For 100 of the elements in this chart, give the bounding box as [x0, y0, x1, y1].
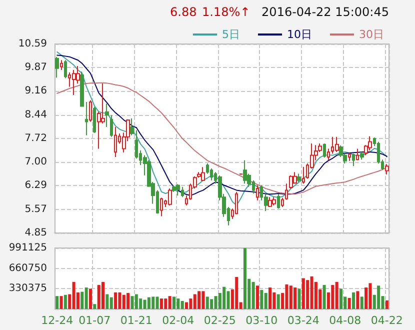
bar [193, 294, 196, 309]
bar [352, 292, 356, 309]
x-tick-label: 01-07 [78, 314, 111, 327]
bar [385, 300, 388, 309]
x-tick-label: 04-22 [370, 314, 403, 327]
bar [210, 299, 214, 309]
bar [88, 288, 92, 309]
bar [364, 287, 368, 309]
bar [243, 248, 246, 309]
bar [134, 294, 138, 309]
y-tick-label: 10.59 [18, 38, 47, 50]
y-tick-label: 9.16 [24, 86, 47, 97]
candlestick [60, 60, 63, 71]
candlestick [110, 114, 113, 138]
bar [310, 276, 314, 309]
x-tick-label: 03-10 [246, 314, 278, 327]
bar [106, 294, 109, 309]
bar [202, 291, 205, 309]
bar [306, 280, 310, 309]
candlestick [356, 148, 359, 161]
bar [360, 296, 364, 309]
candlestick [360, 152, 364, 160]
bar [102, 282, 105, 309]
bar [335, 282, 338, 309]
bar [222, 286, 226, 309]
candlestick [168, 188, 172, 206]
bar [122, 294, 126, 309]
candlestick [335, 136, 339, 152]
bar [110, 297, 113, 309]
y-tick-label: 660750 [8, 262, 47, 274]
candlestick [55, 56, 59, 78]
x-tick-label: 02-25 [204, 314, 236, 327]
bar [256, 286, 259, 309]
text: 6.88 [170, 5, 197, 19]
candlestick [302, 166, 305, 184]
candlestick [297, 173, 301, 182]
candlestick [256, 184, 259, 201]
candlestick [80, 71, 84, 107]
legend-label: 30日 [359, 28, 384, 41]
candlestick [277, 193, 280, 210]
candlestick [323, 142, 326, 158]
bar [168, 296, 172, 309]
candlestick [210, 168, 213, 181]
bar [285, 284, 288, 309]
y-tick-label: 9.87 [24, 62, 47, 74]
candlestick [243, 160, 247, 184]
bar [84, 287, 88, 309]
y-tick-label: 5.57 [24, 204, 47, 215]
bar [264, 293, 268, 309]
candlestick [272, 196, 276, 206]
legend-label: 10日 [287, 28, 312, 41]
candlestick [289, 174, 293, 190]
candlestick [89, 100, 92, 122]
bar [147, 297, 150, 309]
bar [260, 290, 264, 309]
y-tick-label: 7.72 [24, 133, 47, 144]
bar [185, 302, 188, 309]
bar [235, 276, 238, 309]
y-tick-label: 4.85 [24, 228, 47, 238]
bar [160, 298, 163, 309]
candlestick [172, 184, 176, 192]
x-tick-label: 04-08 [329, 314, 362, 327]
bar [72, 282, 76, 309]
bar [348, 298, 351, 309]
bar [176, 298, 180, 309]
candlestick [327, 148, 330, 161]
candlestick [105, 103, 109, 128]
bar [368, 283, 372, 309]
candlestick [293, 172, 297, 184]
y-tick-label: 6.29 [24, 180, 47, 192]
bar [331, 284, 334, 309]
x-tick-label: 12-24 [41, 314, 74, 327]
bar [156, 296, 159, 309]
bar [180, 301, 184, 309]
bar [126, 293, 130, 309]
bar [143, 300, 146, 309]
y-tick-label: 7.00 [24, 156, 47, 168]
candlestick [348, 152, 351, 162]
bar [206, 296, 209, 309]
x-tick-label: 02-04 [162, 314, 194, 327]
bar [356, 291, 360, 309]
bar [302, 278, 305, 309]
bar [268, 287, 272, 309]
bar [322, 284, 326, 309]
bar [294, 287, 297, 309]
candlestick [176, 184, 180, 196]
bar [226, 291, 230, 309]
y-tick-label: 991125 [8, 242, 47, 254]
legend-label: 5日 [222, 28, 240, 41]
x-tick-label: 01-21 [120, 314, 152, 327]
bar [56, 296, 59, 309]
bar [93, 304, 96, 309]
bar [164, 298, 168, 309]
y-tick-label: 330375 [8, 283, 47, 294]
candlestick [268, 196, 272, 208]
candlestick [93, 106, 96, 134]
text: 2016-04-22 15:00:45 [262, 5, 390, 19]
bar [118, 292, 122, 309]
bar [339, 288, 342, 309]
bar [377, 286, 380, 309]
